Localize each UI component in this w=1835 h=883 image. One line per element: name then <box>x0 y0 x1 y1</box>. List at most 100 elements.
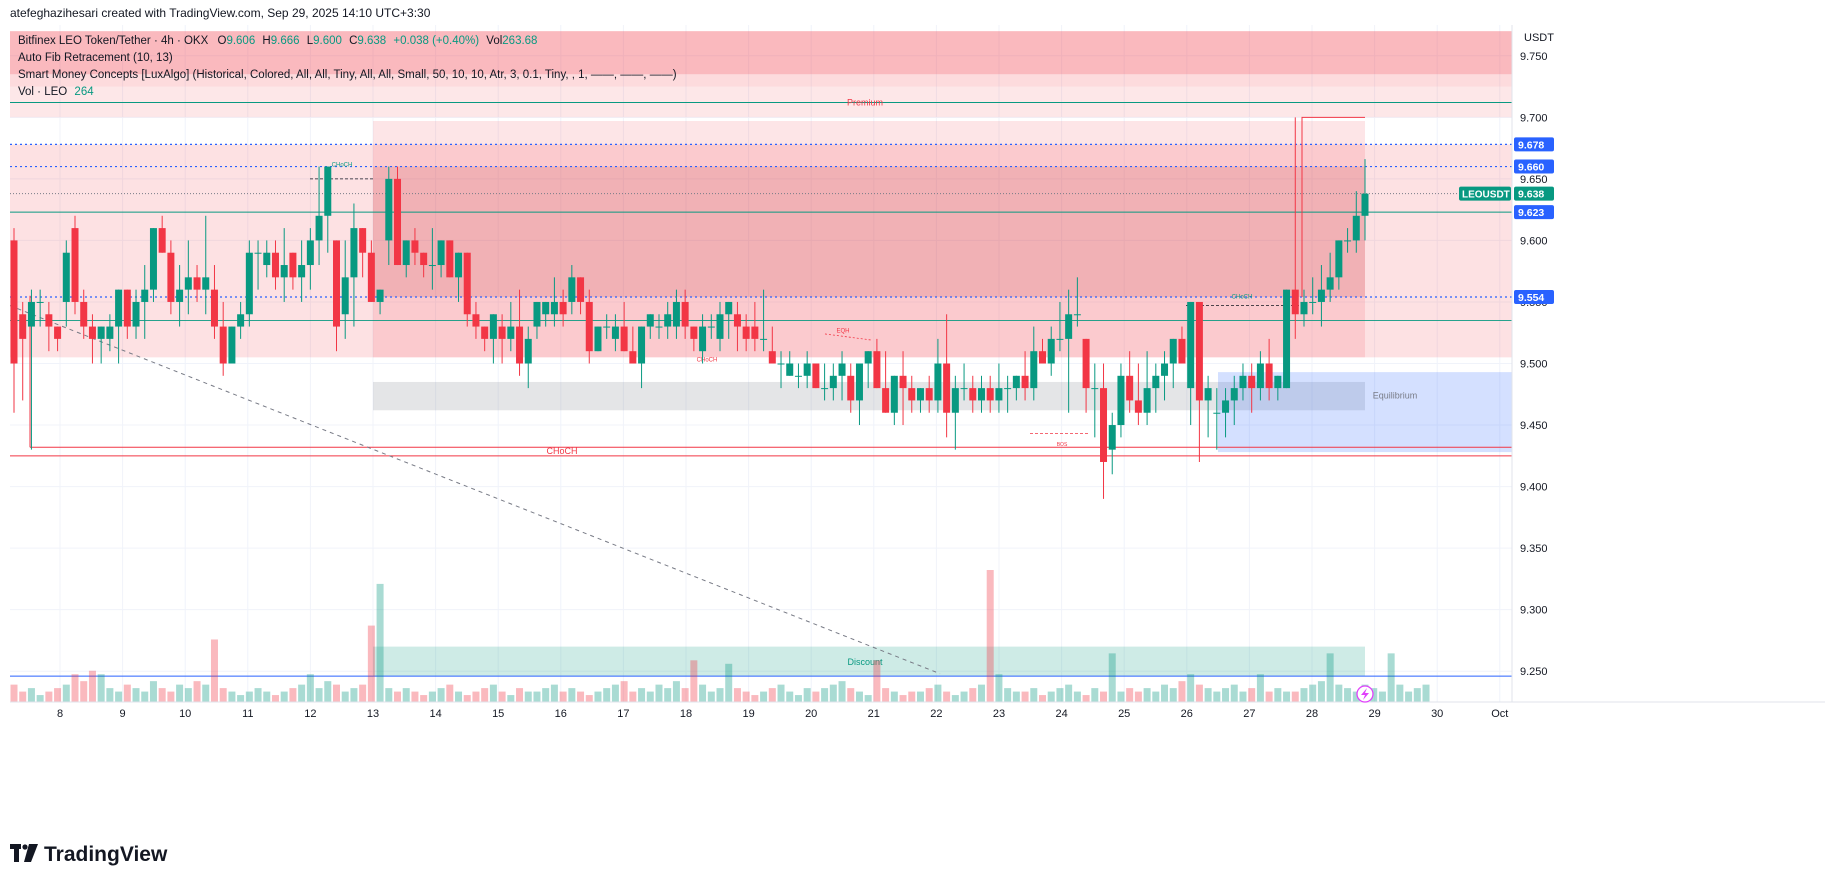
candle-body[interactable] <box>568 277 576 302</box>
candle-body[interactable] <box>969 388 977 401</box>
candle-body[interactable] <box>1248 375 1256 389</box>
candle-body[interactable] <box>54 326 62 339</box>
candle-body[interactable] <box>341 277 349 315</box>
legend-indicator-smc[interactable]: Smart Money Concepts [LuxAlgo] (Historic… <box>18 69 677 81</box>
candle-body[interactable] <box>786 363 794 376</box>
candle-body[interactable] <box>812 363 820 389</box>
candle-body[interactable] <box>472 314 480 327</box>
candle-body[interactable] <box>463 252 471 315</box>
legend-indicator-fib[interactable]: Auto Fib Retracement (10, 13) <box>18 52 173 64</box>
candle-body[interactable] <box>1344 240 1352 242</box>
legend-symbol-row[interactable]: Bitfinex LEO Token/Tether · 4h · OKX O9.… <box>18 33 677 50</box>
candle-body[interactable] <box>847 375 855 401</box>
candle-body[interactable] <box>158 228 166 253</box>
candle-body[interactable] <box>280 265 288 278</box>
candle-body[interactable] <box>219 326 227 364</box>
candle-body[interactable] <box>629 351 637 364</box>
candle-body[interactable] <box>873 351 881 389</box>
candle-body[interactable] <box>1291 289 1299 315</box>
candle-body[interactable] <box>1161 363 1169 376</box>
candle-body[interactable] <box>690 326 698 339</box>
candle-body[interactable] <box>681 301 689 327</box>
candle-body[interactable] <box>184 277 192 290</box>
candle-body[interactable] <box>1073 314 1081 316</box>
candle-body[interactable] <box>237 314 245 327</box>
candle-body[interactable] <box>1056 338 1064 340</box>
candle-body[interactable] <box>446 240 454 278</box>
candle-body[interactable] <box>1283 289 1291 389</box>
candle-body[interactable] <box>149 228 157 290</box>
candle-body[interactable] <box>977 388 985 401</box>
legend-volume-row[interactable]: Vol · LEO 264 <box>18 84 677 101</box>
candle-body[interactable] <box>498 326 506 339</box>
candle-body[interactable] <box>864 351 872 364</box>
candle-body[interactable] <box>908 388 916 401</box>
candle-body[interactable] <box>123 289 131 327</box>
candle-body[interactable] <box>951 388 959 413</box>
candle-body[interactable] <box>1012 375 1020 389</box>
candle-body[interactable] <box>638 326 646 364</box>
candle-body[interactable] <box>1230 388 1238 401</box>
candle-body[interactable] <box>167 252 175 302</box>
candle-body[interactable] <box>1256 363 1264 389</box>
candle-body[interactable] <box>210 289 218 327</box>
candle-body[interactable] <box>289 252 297 278</box>
candle-body[interactable] <box>1134 400 1142 413</box>
candle-body[interactable] <box>36 301 44 303</box>
candle-body[interactable] <box>27 301 35 327</box>
candle-body[interactable] <box>420 252 428 266</box>
chart-area[interactable]: Premium Equilibrium Discount CHoCH CHoCH CHoC… <box>10 25 1825 825</box>
candle-body[interactable] <box>803 363 811 376</box>
tradingview-logo[interactable]: TradingView <box>10 842 167 868</box>
candle-body[interactable] <box>359 228 367 253</box>
candle-body[interactable] <box>132 301 140 327</box>
candle-body[interactable] <box>899 375 907 389</box>
candle-body[interactable] <box>646 314 654 327</box>
candle-body[interactable] <box>1309 301 1317 303</box>
candle-body[interactable] <box>1117 375 1125 426</box>
candle-body[interactable] <box>376 289 384 302</box>
candle-body[interactable] <box>585 301 593 352</box>
candle-body[interactable] <box>62 252 70 302</box>
candle-body[interactable] <box>402 240 410 266</box>
candle-body[interactable] <box>385 178 393 241</box>
candle-body[interactable] <box>794 375 802 377</box>
candle-body[interactable] <box>960 388 968 390</box>
candle-body[interactable] <box>542 301 550 315</box>
candle-body[interactable] <box>176 289 184 302</box>
candle-body[interactable] <box>1152 375 1160 389</box>
candle-body[interactable] <box>1004 388 1012 390</box>
candlestick-chart[interactable]: Premium Equilibrium Discount CHoCH CHoCH CHoC… <box>10 25 1825 825</box>
candle-body[interactable] <box>19 314 27 339</box>
candle-body[interactable] <box>995 388 1003 401</box>
candle-body[interactable] <box>577 277 585 302</box>
candle-body[interactable] <box>768 351 776 364</box>
candle-body[interactable] <box>603 326 611 328</box>
candle-body[interactable] <box>855 363 863 401</box>
candle-body[interactable] <box>455 252 463 278</box>
candle-body[interactable] <box>1143 388 1151 413</box>
candle-body[interactable] <box>394 178 402 266</box>
candle-body[interactable] <box>1213 412 1221 414</box>
candle-body[interactable] <box>1317 289 1325 302</box>
candle-body[interactable] <box>80 301 88 327</box>
candle-body[interactable] <box>916 388 924 401</box>
candle-body[interactable] <box>751 326 759 339</box>
candle-body[interactable] <box>1030 351 1038 389</box>
candle-body[interactable] <box>1204 388 1212 401</box>
candle-body[interactable] <box>271 252 279 278</box>
candle-body[interactable] <box>1082 338 1090 389</box>
candle-body[interactable] <box>594 326 602 352</box>
candle-body[interactable] <box>777 363 785 365</box>
candle-body[interactable] <box>1239 375 1247 389</box>
candle-body[interactable] <box>620 326 628 352</box>
candle-body[interactable] <box>263 252 271 266</box>
candle-body[interactable] <box>725 301 733 315</box>
candle-body[interactable] <box>1169 338 1177 364</box>
candle-body[interactable] <box>524 338 532 364</box>
candle-body[interactable] <box>115 289 123 327</box>
candle-body[interactable] <box>707 326 715 328</box>
candle-body[interactable] <box>1021 375 1029 389</box>
candle-body[interactable] <box>45 314 53 327</box>
candle-body[interactable] <box>1326 277 1334 290</box>
